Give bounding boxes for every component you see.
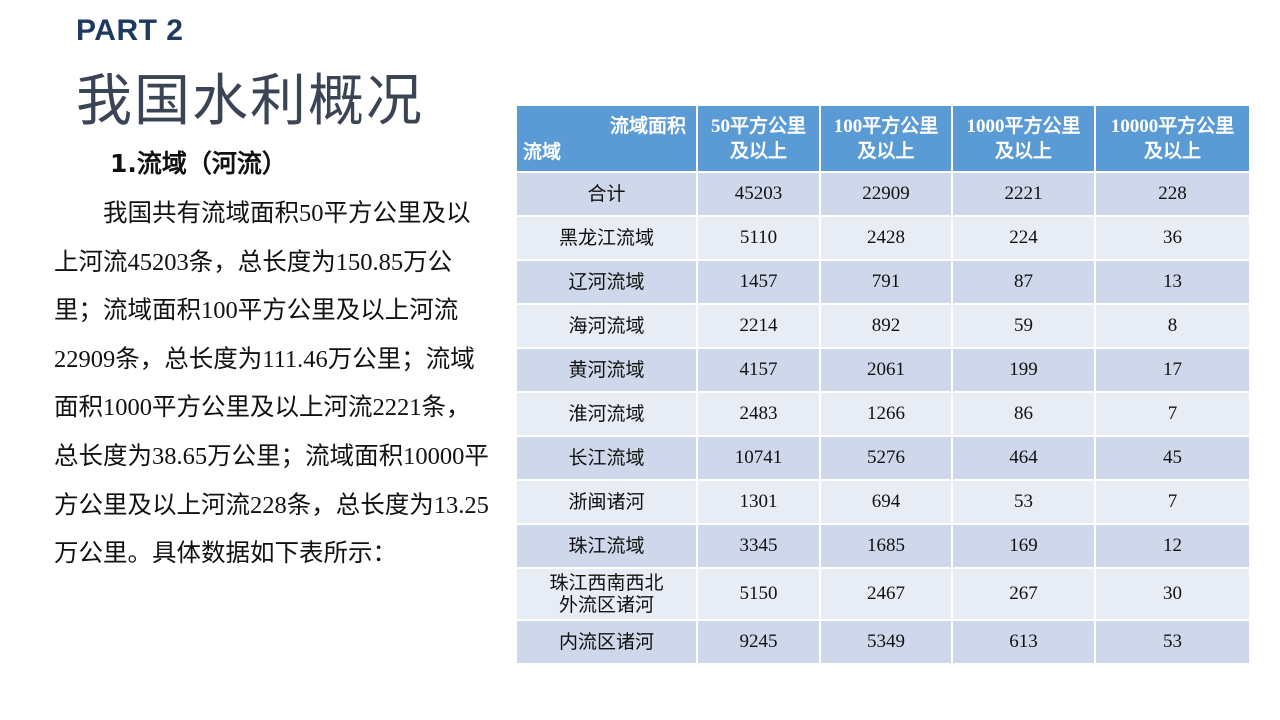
cell-value: 613: [952, 620, 1096, 665]
row-name: 珠江流域: [517, 524, 698, 569]
row-name: 内流区诸河: [517, 620, 698, 665]
row-name-line1: 珠江西南西北: [549, 572, 664, 594]
cell-value: 2428: [820, 216, 953, 261]
column-header-line1: 10000平方公里: [1110, 115, 1235, 137]
column-header: 10000平方公里 及以上: [1095, 106, 1249, 173]
cell-value: 1301: [697, 480, 821, 525]
cell-value: 59: [952, 304, 1096, 349]
table-row: 黑龙江流域 5110 2428 224 36: [517, 216, 1249, 261]
table-row: 长江流域 10741 5276 464 45: [517, 436, 1249, 481]
column-header-line1: 1000平方公里: [966, 115, 1081, 137]
cell-value: 22909: [820, 172, 953, 217]
cell-value: 86: [952, 392, 1096, 437]
column-header-line2: 及以上: [994, 140, 1052, 162]
row-name: 辽河流域: [517, 260, 698, 305]
cell-value: 464: [952, 436, 1096, 481]
cell-value: 9245: [697, 620, 821, 665]
row-name: 海河流域: [517, 304, 698, 349]
cell-value: 5349: [820, 620, 953, 665]
section-heading: 1.流域（河流）: [110, 149, 287, 178]
row-name: 珠江西南西北 外流区诸河: [517, 568, 698, 621]
column-header: 50平方公里 及以上: [697, 106, 821, 173]
table-row: 珠江西南西北 外流区诸河 5150 2467 267 30: [517, 568, 1249, 621]
table-row: 浙闽诸河 1301 694 53 7: [517, 480, 1249, 525]
cell-value: 10741: [697, 436, 821, 481]
cell-value: 892: [820, 304, 953, 349]
cell-value: 45203: [697, 172, 821, 217]
cell-value: 36: [1095, 216, 1249, 261]
cell-value: 13: [1095, 260, 1249, 305]
table-row: 黄河流域 4157 2061 199 17: [517, 348, 1249, 393]
corner-header-cell: 流域面积 流域: [517, 106, 698, 173]
row-name-line2: 外流区诸河: [558, 594, 654, 616]
row-name: 浙闽诸河: [517, 480, 698, 525]
body-paragraph: 我国共有流域面积50平方公里及以上河流45203条，总长度为150.85万公里；…: [54, 200, 489, 568]
table-row: 内流区诸河 9245 5349 613 53: [517, 620, 1249, 665]
cell-value: 8: [1095, 304, 1249, 349]
table-header-row: 流域面积 流域 50平方公里 及以上 100平方公里 及以上 1000平方公里 及以上…: [517, 106, 1249, 173]
table-row: 珠江流域 3345 1685 169 12: [517, 524, 1249, 569]
cell-value: 2061: [820, 348, 953, 393]
cell-value: 5150: [697, 568, 821, 621]
corner-header-top: 流域面积: [609, 116, 686, 137]
column-header-line2: 及以上: [729, 140, 787, 162]
cell-value: 87: [952, 260, 1096, 305]
table-row: 辽河流域 1457 791 87 13: [517, 260, 1249, 305]
corner-header-bottom: 流域: [523, 142, 562, 163]
cell-value: 2467: [820, 568, 953, 621]
row-name: 黄河流域: [517, 348, 698, 393]
cell-value: 1266: [820, 392, 953, 437]
river-basin-table: 流域面积 流域 50平方公里 及以上 100平方公里 及以上 1000平方公里 及以上…: [517, 106, 1249, 665]
cell-value: 53: [952, 480, 1096, 525]
cell-value: 3345: [697, 524, 821, 569]
cell-value: 199: [952, 348, 1096, 393]
cell-value: 2214: [697, 304, 821, 349]
cell-value: 7: [1095, 392, 1249, 437]
row-name: 淮河流域: [517, 392, 698, 437]
column-header-line1: 100平方公里: [833, 115, 939, 137]
cell-value: 267: [952, 568, 1096, 621]
table-row-total: 合计 45203 22909 2221 228: [517, 172, 1249, 217]
cell-value: 169: [952, 524, 1096, 569]
table-row: 海河流域 2214 892 59 8: [517, 304, 1249, 349]
cell-value: 2221: [952, 172, 1096, 217]
cell-value: 30: [1095, 568, 1249, 621]
row-name: 合计: [517, 172, 698, 217]
row-name: 长江流域: [517, 436, 698, 481]
cell-value: 228: [1095, 172, 1249, 217]
column-header: 100平方公里 及以上: [820, 106, 953, 173]
cell-value: 791: [820, 260, 953, 305]
cell-value: 5276: [820, 436, 953, 481]
column-header: 1000平方公里 及以上: [952, 106, 1096, 173]
cell-value: 1685: [820, 524, 953, 569]
cell-value: 17: [1095, 348, 1249, 393]
cell-value: 1457: [697, 260, 821, 305]
cell-value: 694: [820, 480, 953, 525]
column-header-line1: 50平方公里: [710, 115, 806, 137]
cell-value: 5110: [697, 216, 821, 261]
cell-value: 2483: [697, 392, 821, 437]
table-row: 淮河流域 2483 1266 86 7: [517, 392, 1249, 437]
cell-value: 45: [1095, 436, 1249, 481]
page-title: 我国水利概况: [76, 69, 424, 134]
cell-value: 53: [1095, 620, 1249, 665]
cell-value: 12: [1095, 524, 1249, 569]
cell-value: 7: [1095, 480, 1249, 525]
cell-value: 224: [952, 216, 1096, 261]
column-header-line2: 及以上: [857, 140, 915, 162]
part-label: PART 2: [76, 14, 184, 47]
column-header-line2: 及以上: [1143, 140, 1201, 162]
cell-value: 4157: [697, 348, 821, 393]
row-name: 黑龙江流域: [517, 216, 698, 261]
